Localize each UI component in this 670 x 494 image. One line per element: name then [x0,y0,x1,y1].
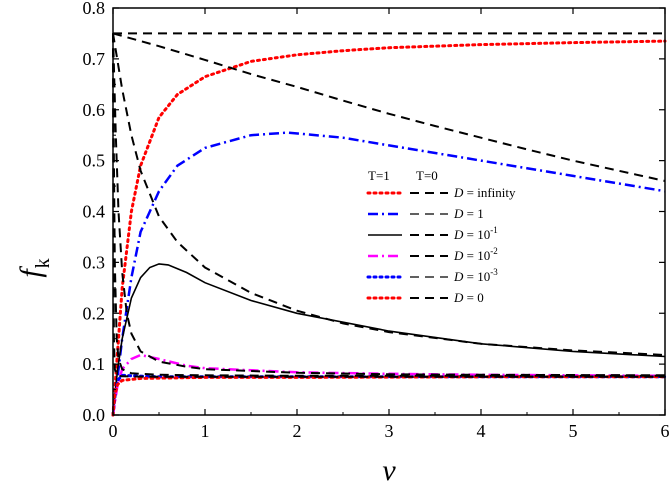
x-tick-label-2: 2 [293,421,302,441]
x-tick-label-3: 3 [385,421,394,441]
y-tick-label-1: 0.1 [83,354,106,374]
x-tick-label-0: 0 [109,421,118,441]
series-line-3 [111,353,666,416]
series-line-11 [112,33,665,378]
legend-header-t0: T=0 [416,168,438,183]
series-line-0 [111,39,667,417]
x-tick-label-5: 5 [569,421,578,441]
legend-label-5: D = 0 [453,290,484,305]
y-tick-label-7: 0.7 [83,49,106,69]
legend-label-1: D = 1 [453,206,484,221]
series-line-7 [112,32,666,182]
legend-label-3: D = 10-2 [453,246,498,263]
x-axis-title: v [382,454,396,487]
y-tick-label-2: 0.2 [83,303,106,323]
series-line-9 [112,33,666,377]
y-tick-label-3: 0.3 [83,252,106,272]
legend-label-0: D = infinity [453,185,516,200]
y-tick-label-0: 0.0 [83,405,106,425]
y-axis-title: fk [14,258,54,277]
y-tick-label-5: 0.5 [83,151,106,171]
legend-label-2: D = 10-1 [453,225,498,242]
series-line-2 [112,263,666,416]
y-tick-label-4: 0.4 [83,202,106,222]
legend: T=1 T=0 D = infinity D = 1 D = 10-1 D = 10-2 D… [366,168,516,305]
x-tick-label-4: 4 [477,421,486,441]
series-line-1 [111,131,666,416]
legend-header-t1: T=1 [368,168,390,183]
plot-frame [112,7,666,416]
x-tick-label-6: 6 [661,421,670,441]
x-tick-label-1: 1 [201,421,210,441]
series-line-8 [112,33,666,356]
series-line-10 [112,33,665,377]
y-axis-title-subscript: k [32,258,54,268]
y-tick-label-6: 0.6 [83,100,106,120]
series-layer [111,32,667,417]
ticks-layer: 0 1 2 3 4 5 6 0.0 0.1 0.2 0.3 0.4 0.5 0.6 0.7 0.8 [83,0,670,441]
legend-label-4: D = 10-3 [453,267,498,284]
y-tick-label-8: 0.8 [83,0,106,18]
